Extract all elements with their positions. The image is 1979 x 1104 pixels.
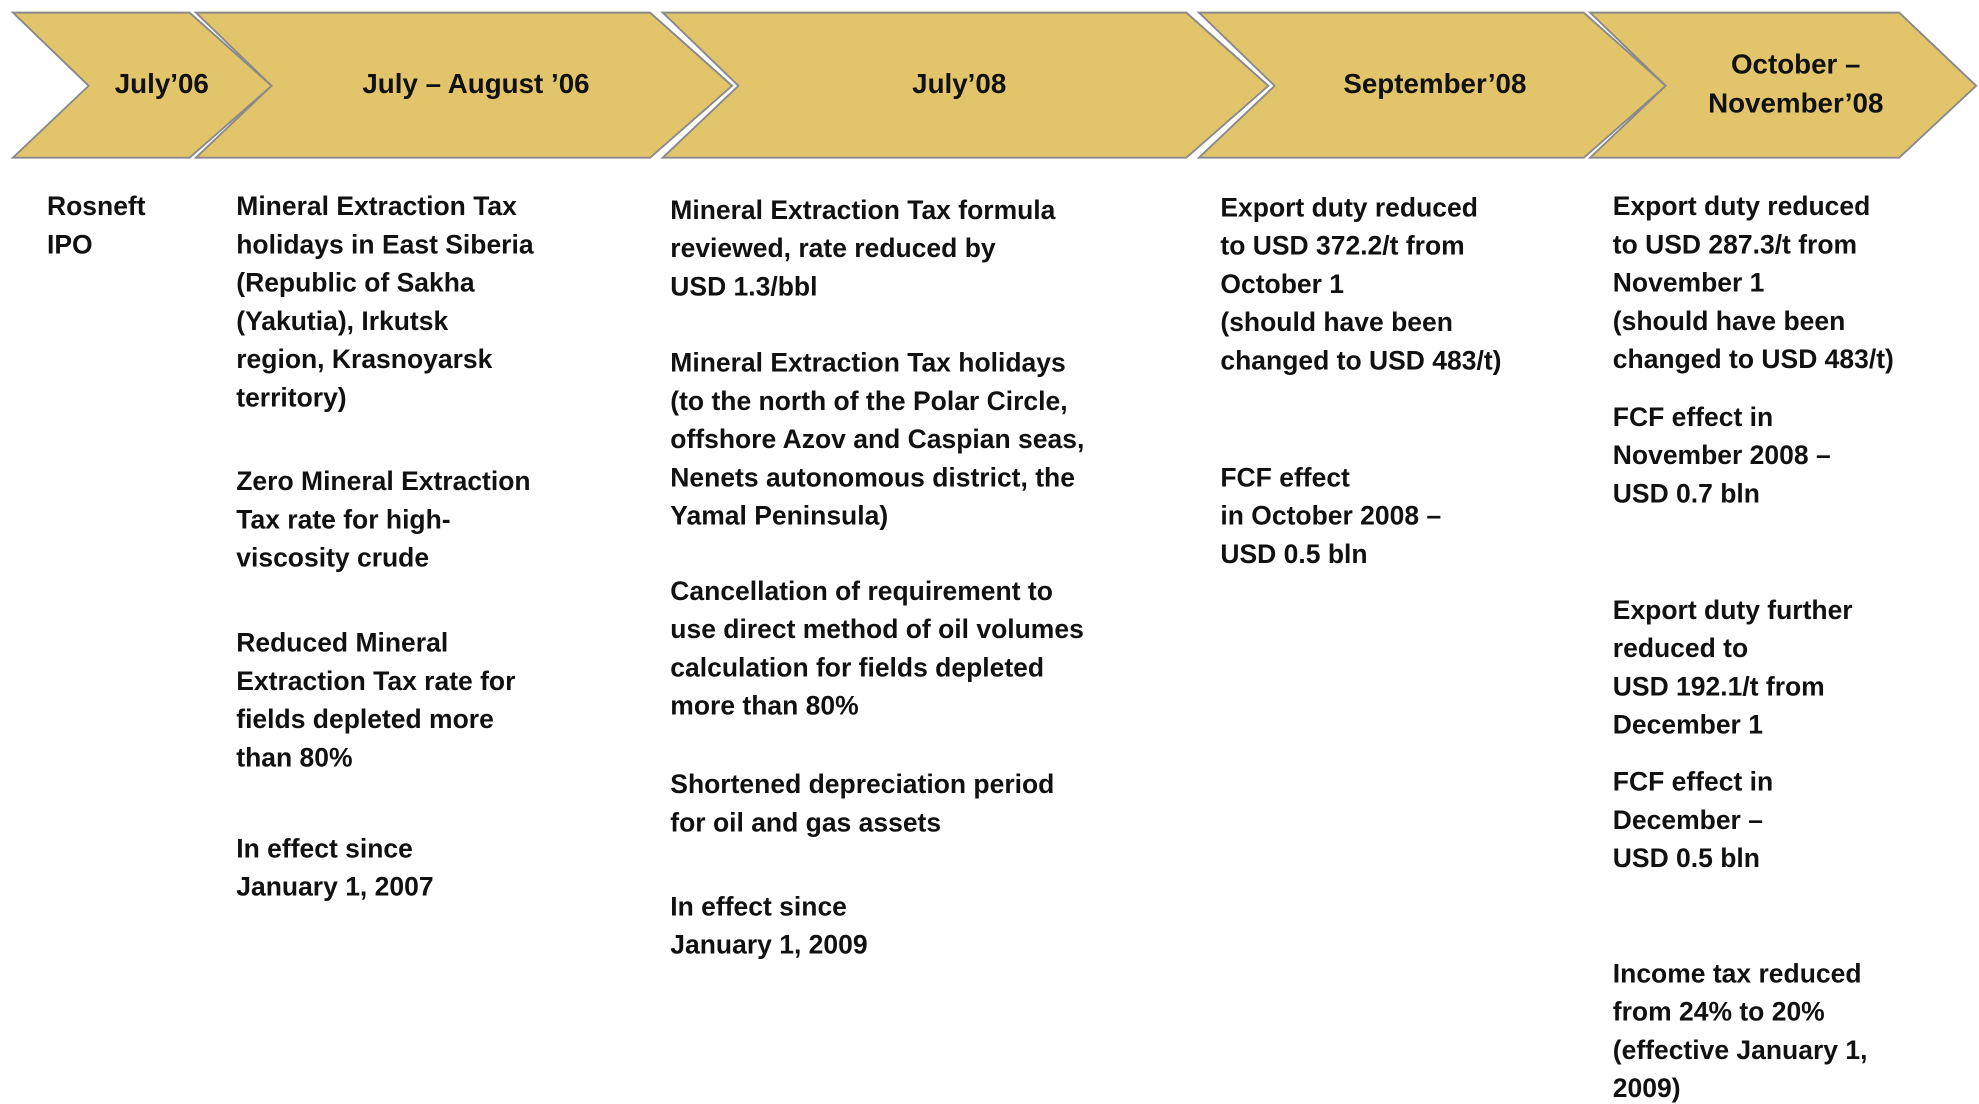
item-text: FCF effect bbox=[1220, 462, 1350, 492]
item-text: fields depleted more bbox=[236, 704, 494, 734]
chevron bbox=[1587, 11, 1978, 159]
item-text: reviewed, rate reduced by bbox=[670, 233, 996, 263]
item-text: offshore Azov and Caspian seas, bbox=[670, 424, 1084, 454]
phase-label: October – bbox=[1731, 49, 1861, 80]
item-text: in October 2008 – bbox=[1220, 501, 1441, 531]
item-text: (should have been bbox=[1220, 307, 1453, 337]
item-text: to USD 287.3/t from bbox=[1613, 229, 1857, 259]
phase-label: July’08 bbox=[912, 68, 1006, 99]
item-text: territory) bbox=[236, 382, 346, 412]
item-text: USD 1.3/bbl bbox=[670, 271, 817, 301]
item-text: December – bbox=[1613, 805, 1763, 835]
item-text: Tax rate for high- bbox=[236, 504, 450, 534]
item-text: FCF effect in bbox=[1613, 767, 1773, 797]
item-text: USD 0.5 bln bbox=[1613, 843, 1760, 873]
item-text: 2009) bbox=[1613, 1073, 1681, 1103]
item-text: (effective January 1, bbox=[1613, 1035, 1868, 1065]
item-text: December 1 bbox=[1613, 710, 1763, 740]
item-text: region, Krasnoyarsk bbox=[236, 344, 492, 374]
item-text: November 1 bbox=[1613, 268, 1765, 298]
item-text: Export duty reduced bbox=[1613, 191, 1871, 221]
item-text: USD 0.5 bln bbox=[1220, 539, 1367, 569]
item-text: January 1, 2009 bbox=[670, 930, 867, 960]
item-text: October 1 bbox=[1220, 269, 1344, 299]
item-text: Shortened depreciation period bbox=[670, 769, 1054, 799]
item-text: Mineral Extraction Tax holidays bbox=[670, 348, 1065, 378]
item-text: Yamal Peninsula) bbox=[670, 501, 888, 531]
phase-label: July’06 bbox=[115, 68, 209, 99]
item-text: Export duty reduced bbox=[1220, 192, 1478, 222]
item-text: USD 192.1/t from bbox=[1613, 671, 1825, 701]
item-text: use direct method of oil volumes bbox=[670, 614, 1084, 644]
item-text: (should have been bbox=[1613, 306, 1846, 336]
item-text: reduced to bbox=[1613, 633, 1748, 663]
item-text: than 80% bbox=[236, 742, 352, 772]
item-text: Mineral Extraction Tax formula bbox=[670, 195, 1055, 225]
item-text: Mineral Extraction Tax bbox=[236, 191, 517, 221]
item-text: In effect since bbox=[670, 891, 847, 921]
item-text: changed to USD 483/t) bbox=[1613, 344, 1894, 374]
phase-label: July – August ’06 bbox=[362, 68, 589, 99]
item-text: Cancellation of requirement to bbox=[670, 576, 1053, 606]
item-text: IPO bbox=[47, 229, 93, 259]
item-text: holidays in East Siberia bbox=[236, 229, 534, 259]
item-text: USD 0.7 bln bbox=[1613, 478, 1760, 508]
item-text: Income tax reduced bbox=[1613, 958, 1862, 988]
chevron bbox=[193, 11, 734, 159]
item-text: changed to USD 483/t) bbox=[1220, 345, 1501, 375]
item-text: (to the north of the Polar Circle, bbox=[670, 386, 1067, 416]
phase-label: September’08 bbox=[1343, 68, 1526, 99]
item-text: November 2008 – bbox=[1613, 440, 1831, 470]
chevron bbox=[660, 11, 1270, 159]
item-text: Reduced Mineral bbox=[236, 628, 448, 658]
item-text: to USD 372.2/t from bbox=[1220, 231, 1464, 261]
item-text: (Yakutia), Irkutsk bbox=[236, 306, 448, 336]
item-text: viscosity crude bbox=[236, 543, 429, 573]
phase-label: November’08 bbox=[1708, 88, 1883, 119]
item-text: (Republic of Sakha bbox=[236, 268, 475, 298]
item-text: Zero Mineral Extraction bbox=[236, 466, 530, 496]
item-text: Extraction Tax rate for bbox=[236, 666, 515, 696]
item-text: calculation for fields depleted bbox=[670, 652, 1044, 682]
item-text: In effect since bbox=[236, 833, 413, 863]
chevron bbox=[10, 11, 274, 159]
item-text: Nenets autonomous district, the bbox=[670, 462, 1075, 492]
item-text: FCF effect in bbox=[1613, 402, 1773, 432]
chevron bbox=[1196, 11, 1668, 159]
item-text: January 1, 2007 bbox=[236, 872, 433, 902]
item-text: Rosneft bbox=[47, 191, 146, 221]
item-text: Export duty further bbox=[1613, 595, 1853, 625]
item-text: for oil and gas assets bbox=[670, 807, 941, 837]
item-text: from 24% to 20% bbox=[1613, 997, 1825, 1027]
item-text: more than 80% bbox=[670, 691, 858, 721]
